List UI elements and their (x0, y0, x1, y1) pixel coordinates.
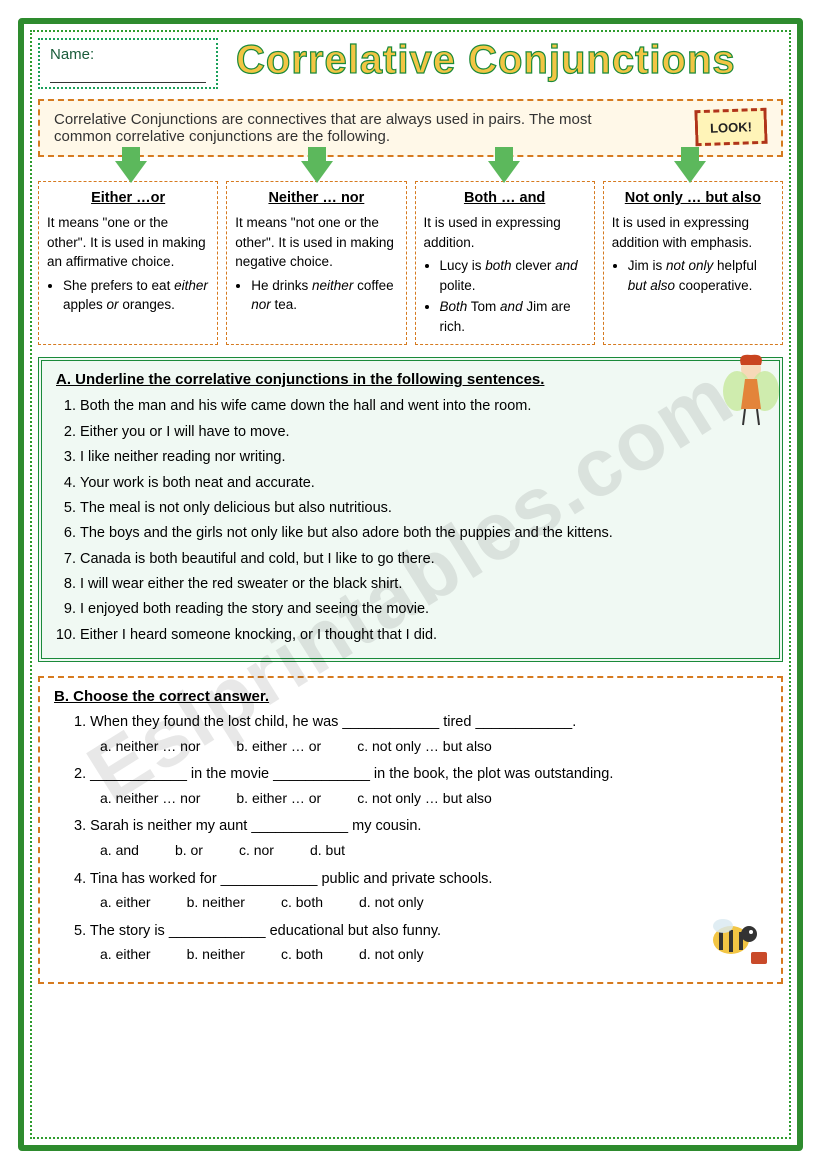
question: 1. When they found the lost child, he wa… (74, 711, 767, 757)
sentence: I like neither reading nor writing. (80, 445, 765, 470)
section-b-head: B. Choose the correct answer. (54, 688, 767, 705)
name-input-line[interactable] (50, 65, 206, 83)
conj-box-both-and: Both … and It is used in expressing addi… (415, 181, 595, 345)
option[interactable]: b. neither (187, 944, 245, 966)
option[interactable]: b. neither (187, 892, 245, 914)
section-b: B. Choose the correct answer. 1. When th… (38, 676, 783, 984)
option[interactable]: b. either … or (236, 736, 321, 758)
sentence: Either you or I will have to move. (80, 420, 765, 445)
down-arrow-icon (115, 161, 147, 183)
page-title: Correlative Conjunctions (236, 38, 736, 83)
bee-icon (701, 904, 773, 976)
down-arrow-icon (301, 161, 333, 183)
arrow-row (38, 161, 783, 183)
conj-box-neither-nor: Neither … nor It means "not one or the o… (226, 181, 406, 345)
example: Both Tom and Jim are rich. (440, 297, 586, 336)
question: 2. ____________ in the movie ___________… (74, 763, 767, 809)
option[interactable]: a. and (100, 840, 139, 862)
intro-text: Correlative Conjunctions are connectives… (54, 111, 614, 145)
option[interactable]: a. neither … nor (100, 788, 200, 810)
example: He drinks neither coffee nor tea. (251, 276, 397, 315)
example: She prefers to eat either apples or oran… (63, 276, 209, 315)
section-a: A. Underline the correlative conjunction… (38, 357, 783, 662)
option[interactable]: c. both (281, 892, 323, 914)
intro-box: Correlative Conjunctions are connectives… (38, 99, 783, 157)
worksheet-frame: Name: Correlative Conjunctions Correlati… (18, 18, 803, 1151)
sentence: Both the man and his wife came down the … (80, 394, 765, 419)
conjunction-grid: Either …or It means "one or the other". … (38, 181, 783, 345)
sentence: Canada is both beautiful and cold, but I… (80, 547, 765, 572)
option[interactable]: a. neither … nor (100, 736, 200, 758)
option[interactable]: c. not only … but also (357, 788, 492, 810)
sentence: The meal is not only delicious but also … (80, 496, 765, 521)
sentence: Your work is both neat and accurate. (80, 471, 765, 496)
option[interactable]: b. or (175, 840, 203, 862)
option[interactable]: a. either (100, 892, 151, 914)
sentence: I will wear either the red sweater or th… (80, 572, 765, 597)
down-arrow-icon (488, 161, 520, 183)
sentence: I enjoyed both reading the story and see… (80, 597, 765, 622)
question: 4. Tina has worked for ____________ publ… (74, 868, 767, 914)
option[interactable]: d. not only (359, 944, 424, 966)
conj-box-not-only: Not only … but also It is used in expres… (603, 181, 783, 345)
look-badge: LOOK! (694, 108, 767, 146)
conj-box-either-or: Either …or It means "one or the other". … (38, 181, 218, 345)
option[interactable]: c. not only … but also (357, 736, 492, 758)
name-field-box: Name: (38, 38, 218, 89)
option[interactable]: d. not only (359, 892, 424, 914)
sentence-list: Both the man and his wife came down the … (80, 394, 765, 648)
question: 5. The story is ____________ educational… (74, 920, 767, 966)
sentence: Either I heard someone knocking, or I th… (80, 623, 765, 648)
name-label: Name: (50, 46, 94, 63)
sentence: The boys and the girls not only like but… (80, 521, 765, 546)
option[interactable]: d. but (310, 840, 345, 862)
option[interactable]: b. either … or (236, 788, 321, 810)
section-a-head: A. Underline the correlative conjunction… (56, 371, 765, 388)
option[interactable]: c. both (281, 944, 323, 966)
question: 3. Sarah is neither my aunt ____________… (74, 815, 767, 861)
fairy-icon (717, 347, 785, 427)
option[interactable]: c. nor (239, 840, 274, 862)
option[interactable]: a. either (100, 944, 151, 966)
example: Jim is not only helpful but also coopera… (628, 256, 774, 295)
example: Lucy is both clever and polite. (440, 256, 586, 295)
down-arrow-icon (674, 161, 706, 183)
